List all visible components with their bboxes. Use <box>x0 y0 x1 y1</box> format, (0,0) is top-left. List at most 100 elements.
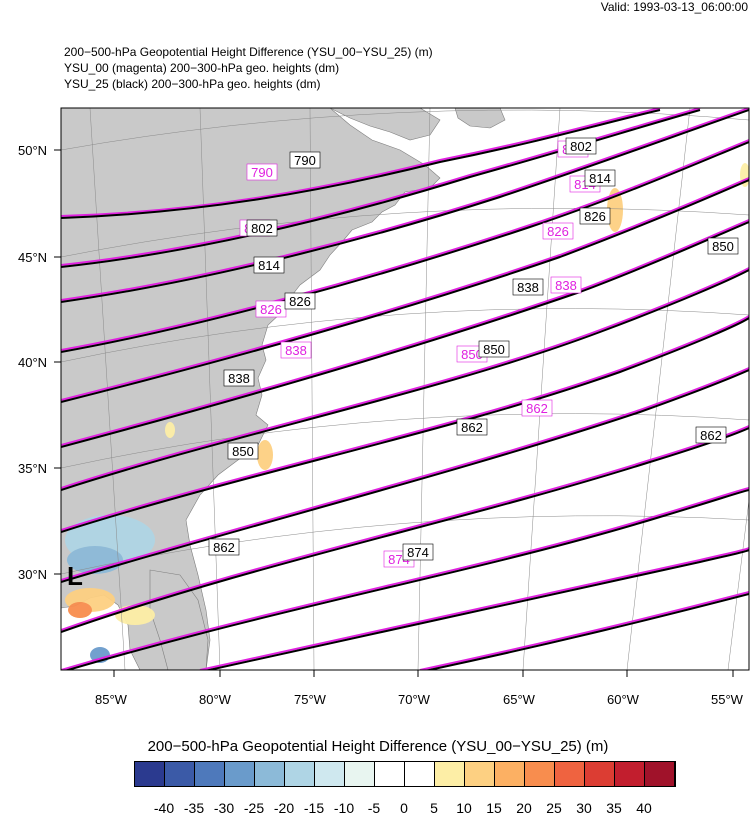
svg-text:838: 838 <box>555 278 577 293</box>
title-line-3: YSU_25 (black) 200−300-hPa geo. heights … <box>64 77 321 91</box>
svg-text:850: 850 <box>483 342 505 357</box>
svg-text:814: 814 <box>258 258 280 273</box>
svg-text:826: 826 <box>584 209 606 224</box>
svg-text:838: 838 <box>517 280 539 295</box>
lon-label-80: 80°W <box>199 692 231 707</box>
svg-text:826: 826 <box>260 302 282 317</box>
svg-text:862: 862 <box>526 401 548 416</box>
colorbar-label: 30 <box>576 800 592 816</box>
lat-label-30: 30°N <box>18 567 48 582</box>
black-label: 814 <box>584 169 616 187</box>
black-label: 802 <box>565 137 597 155</box>
lon-label-65: 65°W <box>503 692 535 707</box>
lon-label-60: 60°W <box>607 692 639 707</box>
lat-label-35: 35°N <box>18 461 48 476</box>
colorbar-swatch <box>255 762 285 786</box>
black-label: 838 <box>223 369 255 387</box>
black-label: 826 <box>579 207 611 225</box>
colorbar <box>134 761 676 787</box>
magenta-label: 826 <box>542 222 574 240</box>
black-label: 814 <box>253 256 285 274</box>
svg-text:874: 874 <box>407 545 429 560</box>
black-label: 850 <box>478 340 510 358</box>
black-label: 838 <box>512 278 544 296</box>
lat-label-40: 40°N <box>18 355 48 370</box>
black-label: 790 <box>289 151 321 169</box>
colorbar-label: -25 <box>243 800 265 816</box>
colorbar-swatch <box>435 762 465 786</box>
colorbar-swatch <box>555 762 585 786</box>
magenta-contours <box>61 108 749 670</box>
magenta-label: 838 <box>550 276 582 294</box>
colorbar-label: -30 <box>213 800 235 816</box>
colorbar-label: -20 <box>273 800 295 816</box>
colorbar-swatch <box>285 762 315 786</box>
colorbar-swatch <box>195 762 225 786</box>
svg-text:862: 862 <box>700 428 722 443</box>
black-label: 862 <box>208 538 240 556</box>
map-area: 790 802 802 814 826 826 838 838 850 862 … <box>61 108 749 670</box>
colorbar-label: 25 <box>546 800 562 816</box>
colorbar-title: 200−500-hPa Geopotential Height Differen… <box>147 738 609 755</box>
land-florida <box>149 569 209 670</box>
title-line-1: 200−500-hPa Geopotential Height Differen… <box>64 45 433 59</box>
svg-text:790: 790 <box>294 153 316 168</box>
black-label-group: 790 802 802 814 814 826 826 838 838 850 … <box>208 137 739 561</box>
map-frame <box>60 107 750 671</box>
black-label: 862 <box>695 426 727 444</box>
black-label: 826 <box>284 292 316 310</box>
black-label: 850 <box>707 237 739 255</box>
valid-time: Valid: 1993-03-13_06:00:00 <box>600 0 748 14</box>
colorbar-label: 15 <box>486 800 502 816</box>
svg-text:802: 802 <box>570 139 592 154</box>
svg-text:826: 826 <box>547 224 569 239</box>
colorbar-swatch <box>615 762 645 786</box>
colorbar-swatch <box>465 762 495 786</box>
colorbar-label: -40 <box>153 800 175 816</box>
colorbar-label: 0 <box>400 800 408 816</box>
svg-text:850: 850 <box>461 347 483 362</box>
magenta-label: 862 <box>521 399 553 417</box>
colorbar-label: 20 <box>516 800 532 816</box>
colorbar-label: -10 <box>333 800 355 816</box>
black-label: 874 <box>402 543 434 561</box>
land-maritimes <box>329 108 441 141</box>
title-line-2: YSU_00 (magenta) 200−300-hPa geo. height… <box>64 61 340 75</box>
svg-text:802: 802 <box>251 221 273 236</box>
colorbar-swatch <box>645 762 675 786</box>
colorbar-swatch <box>135 762 165 786</box>
colorbar-label: -15 <box>303 800 325 816</box>
lon-label-55: 55°W <box>711 692 743 707</box>
lon-label-70: 70°W <box>398 692 430 707</box>
svg-text:862: 862 <box>461 420 483 435</box>
svg-text:850: 850 <box>232 444 254 459</box>
lon-label-75: 75°W <box>294 692 326 707</box>
colorbar-swatch <box>405 762 435 786</box>
svg-text:790: 790 <box>251 165 273 180</box>
magenta-label: 826 <box>255 300 287 318</box>
axis-ticks <box>54 149 734 677</box>
lat-label-50: 50°N <box>18 143 48 158</box>
colorbar-swatch <box>225 762 255 786</box>
lon-label-85: 85°W <box>95 692 127 707</box>
black-label: 850 <box>227 442 259 460</box>
colorbar-swatch <box>585 762 615 786</box>
colorbar-label: -5 <box>367 800 381 816</box>
svg-text:862: 862 <box>213 540 235 555</box>
colorbar-swatch <box>495 762 525 786</box>
colorbar-swatch <box>375 762 405 786</box>
magenta-label: 790 <box>246 163 278 181</box>
colorbar-swatch <box>525 762 555 786</box>
svg-text:838: 838 <box>228 371 250 386</box>
colorbar-swatch <box>315 762 345 786</box>
magenta-label: 838 <box>280 341 312 359</box>
colorbar-label: 10 <box>456 800 472 816</box>
land-newfoundland <box>454 108 506 129</box>
lat-label-45: 45°N <box>18 250 48 265</box>
colorbar-label: 40 <box>636 800 652 816</box>
black-label: 862 <box>456 418 488 436</box>
colorbar-swatch <box>165 762 195 786</box>
colorbar-swatch <box>345 762 375 786</box>
colorbar-label: 35 <box>606 800 622 816</box>
